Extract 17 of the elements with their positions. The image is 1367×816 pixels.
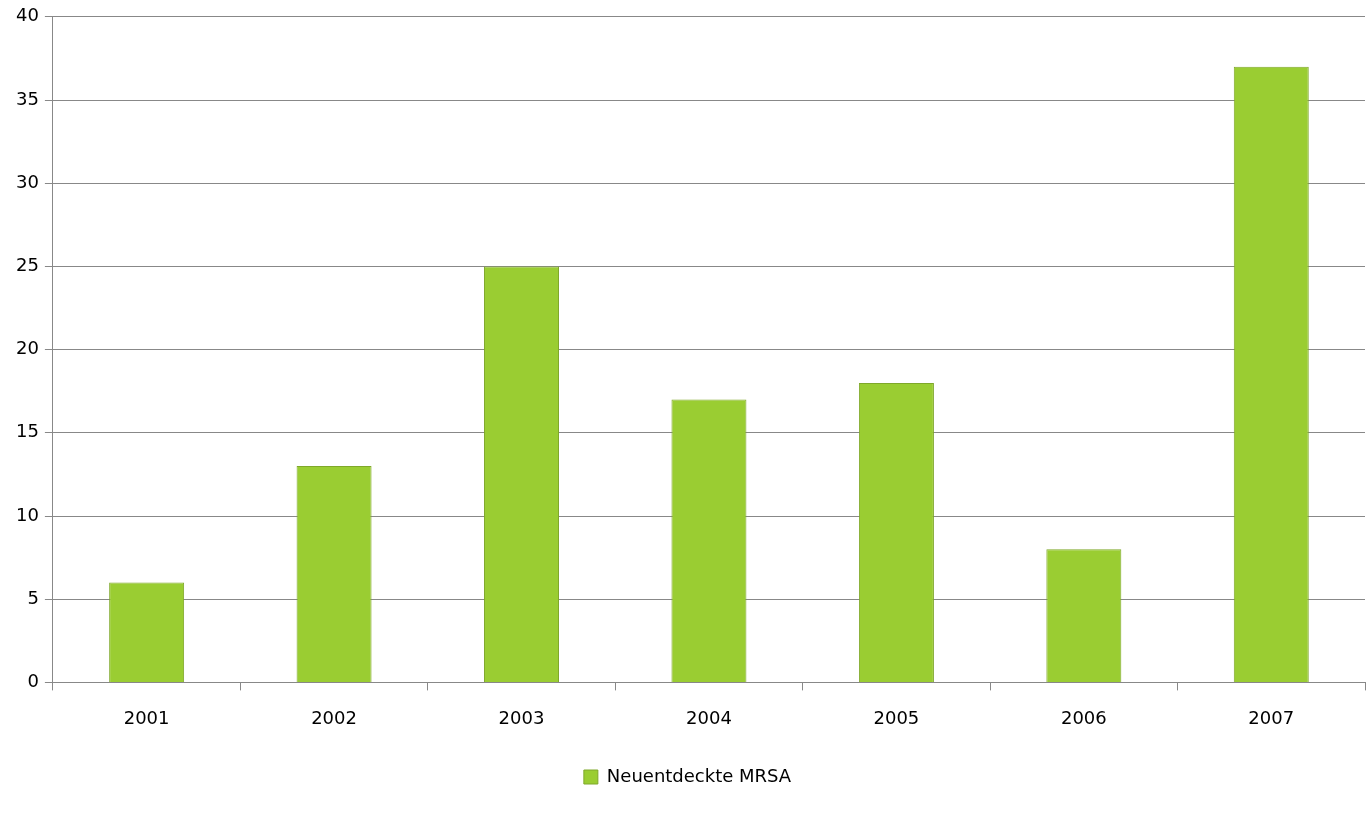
y-tick-label: 40 [16, 4, 39, 26]
y-tick-label: 25 [16, 254, 39, 276]
y-tick-label: 5 [27, 586, 39, 608]
x-tick-label: 2006 [1060, 706, 1107, 728]
x-tick-label: 2007 [1248, 706, 1295, 728]
x-tick-label: 2004 [686, 706, 732, 728]
legend-label: Neuentdeckte MRSA [606, 764, 792, 786]
y-tick-label: 0 [27, 670, 39, 692]
y-tick-label: 20 [16, 337, 39, 359]
y-tick-label: 10 [16, 503, 39, 525]
x-tick-label: 2002 [311, 706, 357, 728]
y-tick-label: 35 [16, 87, 39, 109]
x-tick-label: 2005 [873, 706, 920, 728]
x-tick-label: 2001 [123, 706, 170, 728]
y-tick-label: 30 [16, 170, 39, 192]
x-tick-label: 2003 [498, 706, 545, 728]
y-tick-label: 15 [16, 420, 39, 442]
